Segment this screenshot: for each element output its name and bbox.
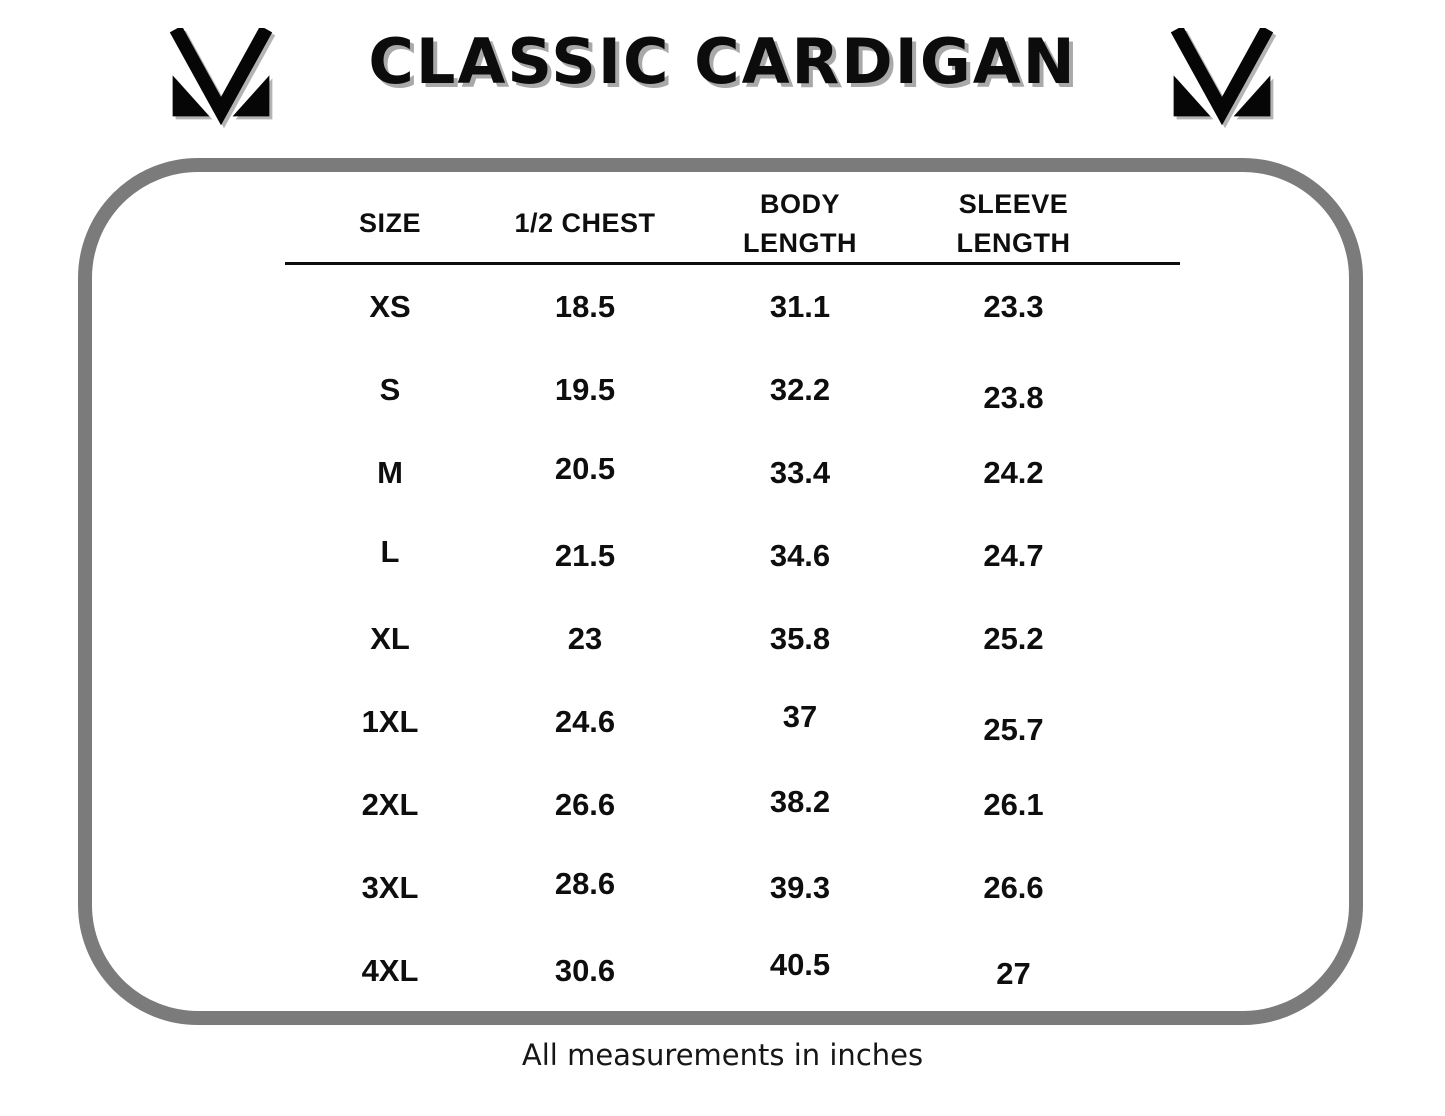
half-chest-cell: 26.6 xyxy=(554,786,616,822)
size-table: SIZE 1/2 CHEST BODY LENGTH SLEEVE LENGTH XS… xyxy=(285,185,1180,1012)
half-chest-cell: 28.6 xyxy=(554,865,616,901)
table-row: 2XL 26.6 38.2 26.1 xyxy=(285,763,1180,846)
body-length-cell: 31.1 xyxy=(769,288,831,324)
body-length-cell: 35.8 xyxy=(769,620,831,656)
table-row: 3XL 28.6 39.3 26.6 xyxy=(285,846,1180,929)
half-chest-cell: 21.5 xyxy=(554,537,616,573)
body-length-cell: 37 xyxy=(782,698,818,734)
m-monogram-logo-icon xyxy=(1163,25,1281,130)
sleeve-length-cell: 26.6 xyxy=(983,869,1044,905)
size-cell: M xyxy=(377,454,403,490)
measurement-unit-note: All measurements in inches xyxy=(521,1038,924,1072)
half-chest-cell: 24.6 xyxy=(554,703,616,739)
body-length-cell: 39.3 xyxy=(769,869,831,905)
sleeve-length-cell: 26.1 xyxy=(983,786,1044,822)
size-cell: 2XL xyxy=(361,786,419,822)
size-cell: 4XL xyxy=(361,952,419,988)
sleeve-length-cell: 24.7 xyxy=(983,537,1044,573)
sleeve-length-cell: 25.7 xyxy=(983,711,1044,747)
table-row: XL 23 35.8 25.2 xyxy=(285,597,1180,680)
table-row: S 19.5 32.2 23.8 xyxy=(285,348,1180,431)
half-chest-cell: 30.6 xyxy=(554,952,616,988)
sleeve-length-cell: 27 xyxy=(996,955,1031,991)
table-row: L 21.5 34.6 24.7 xyxy=(285,514,1180,597)
half-chest-cell: 20.5 xyxy=(554,450,616,486)
column-header-body-length: BODY LENGTH xyxy=(675,185,925,265)
size-cell: XL xyxy=(370,620,410,656)
body-length-cell: 38.2 xyxy=(769,783,831,819)
table-row: M 20.5 33.4 24.2 xyxy=(285,431,1180,514)
size-cell: S xyxy=(379,371,401,407)
size-cell: 1XL xyxy=(361,703,419,739)
half-chest-cell: 18.5 xyxy=(554,288,616,324)
size-chart-panel: SIZE 1/2 CHEST BODY LENGTH SLEEVE LENGTH XS… xyxy=(78,158,1363,1025)
body-length-cell: 33.4 xyxy=(769,454,831,490)
size-cell: L xyxy=(380,533,400,569)
body-length-cell: 40.5 xyxy=(769,946,831,982)
m-monogram-logo-icon xyxy=(162,25,280,130)
column-header-size: SIZE xyxy=(285,185,495,265)
table-row: 1XL 24.6 37 25.7 xyxy=(285,680,1180,763)
table-row: 4XL 30.6 40.5 27 xyxy=(285,929,1180,1012)
sleeve-length-cell: 23.8 xyxy=(983,379,1044,415)
size-cell: 3XL xyxy=(361,869,419,905)
size-cell: XS xyxy=(369,288,411,324)
table-row: XS 18.5 31.1 23.3 xyxy=(285,264,1180,349)
table-header-row: SIZE 1/2 CHEST BODY LENGTH SLEEVE LENGTH xyxy=(285,185,1180,265)
body-length-cell: 34.6 xyxy=(769,537,831,573)
half-chest-cell: 23 xyxy=(567,620,603,656)
sleeve-length-cell: 25.2 xyxy=(983,620,1044,656)
column-header-sleeve-length: SLEEVE LENGTH xyxy=(925,185,1180,265)
sleeve-length-cell: 23.3 xyxy=(983,288,1044,324)
sleeve-length-cell: 24.2 xyxy=(983,454,1044,490)
body-length-cell: 32.2 xyxy=(769,371,831,407)
page-title: CLASSIC CARDIGAN xyxy=(368,25,1077,98)
half-chest-cell: 19.5 xyxy=(554,371,616,407)
column-header-half-chest: 1/2 CHEST xyxy=(495,185,675,265)
